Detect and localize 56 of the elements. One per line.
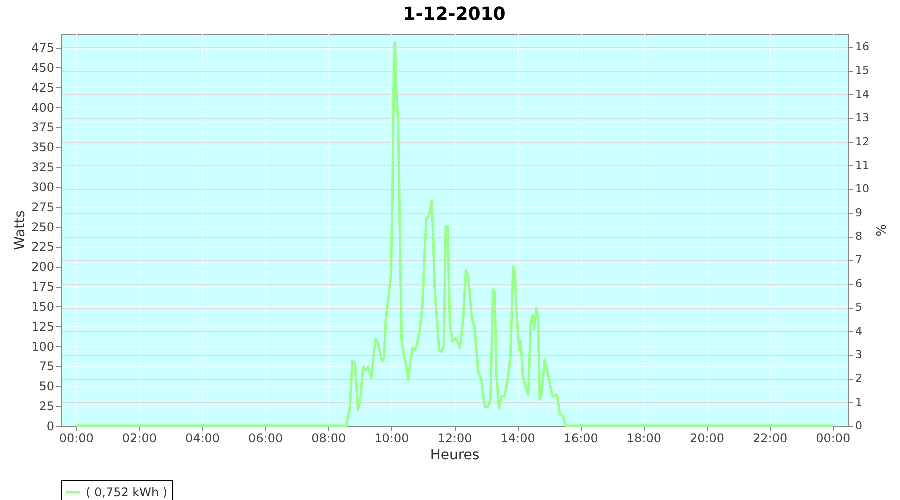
y-tick-label: 100	[32, 340, 54, 354]
y-tick-label: 475	[32, 41, 54, 56]
y2-tick-label: 13	[856, 112, 870, 125]
y-tick-label: 400	[32, 100, 54, 115]
x-tick-label: 18:00	[626, 432, 662, 446]
y2-tick-label: 2	[856, 372, 862, 386]
x-axis-title: Heures	[430, 448, 480, 464]
x-tick-label: 06:00	[248, 432, 284, 446]
y-tick-label: 225	[32, 240, 54, 254]
x-tick-label: 22:00	[753, 432, 788, 446]
y2-tick-label: 14	[856, 88, 870, 101]
x-tick-label: 02:00	[122, 432, 157, 446]
y2-tick-label: 10	[856, 182, 870, 196]
y-tick-label: 75	[39, 360, 54, 374]
y2-tick-label: 1	[856, 396, 862, 409]
y-tick-label: 325	[32, 160, 54, 175]
y2-tick-label: 0	[856, 420, 862, 432]
y2-tick-label: 16	[856, 40, 870, 54]
x-tick-label: 12:00	[438, 432, 472, 446]
x-tick-label: 14:00	[500, 432, 536, 446]
y-tick-label: 300	[32, 180, 54, 194]
y-tick-label: 25	[39, 400, 54, 414]
y-tick-label: 125	[32, 320, 54, 334]
x-tick-label: 10:00	[374, 432, 410, 446]
y2-tick-label: 4	[856, 324, 862, 338]
y-tick-label: 250	[32, 220, 54, 234]
x-tick-label: 16:00	[564, 432, 598, 446]
y-axis-title: Watts	[12, 210, 29, 250]
y2-tick-label: 5	[856, 301, 862, 314]
y-tick-label: 0	[46, 420, 54, 434]
y-tick-label: 50	[39, 380, 54, 394]
y2-axis-title: %	[872, 224, 888, 237]
y2-tick-label: 11	[856, 158, 870, 172]
y-tick-label: 275	[32, 200, 54, 214]
x-tick-label: 04:00	[185, 432, 220, 446]
x-tick-label: 20:00	[690, 432, 725, 446]
y2-tick-label: 6	[856, 277, 862, 290]
y2-tick-label: 8	[856, 230, 862, 244]
y-tick-label: 375	[32, 120, 54, 135]
line-series	[74, 42, 834, 428]
y-tick-label: 175	[32, 280, 54, 294]
y-tick-label: 350	[32, 140, 54, 155]
legend-label: ( 0,752 kWh )	[86, 486, 168, 500]
chart-title: 1-12-2010	[403, 4, 506, 25]
x-tick-label: 00:00	[59, 432, 94, 446]
y2-tick-label: 3	[856, 348, 862, 362]
y2-tick-label: 12	[856, 135, 870, 148]
y-tick-label: 200	[32, 260, 54, 274]
x-tick-label: 08:00	[312, 432, 346, 446]
y-tick-label: 150	[32, 300, 54, 314]
y-tick-label: 450	[32, 60, 54, 75]
y-tick-label: 425	[32, 80, 54, 95]
y2-tick-label: 15	[856, 64, 870, 78]
x-tick-label: 00:00	[816, 432, 851, 446]
y2-tick-label: 7	[856, 254, 862, 267]
y2-tick-label: 9	[856, 206, 862, 220]
